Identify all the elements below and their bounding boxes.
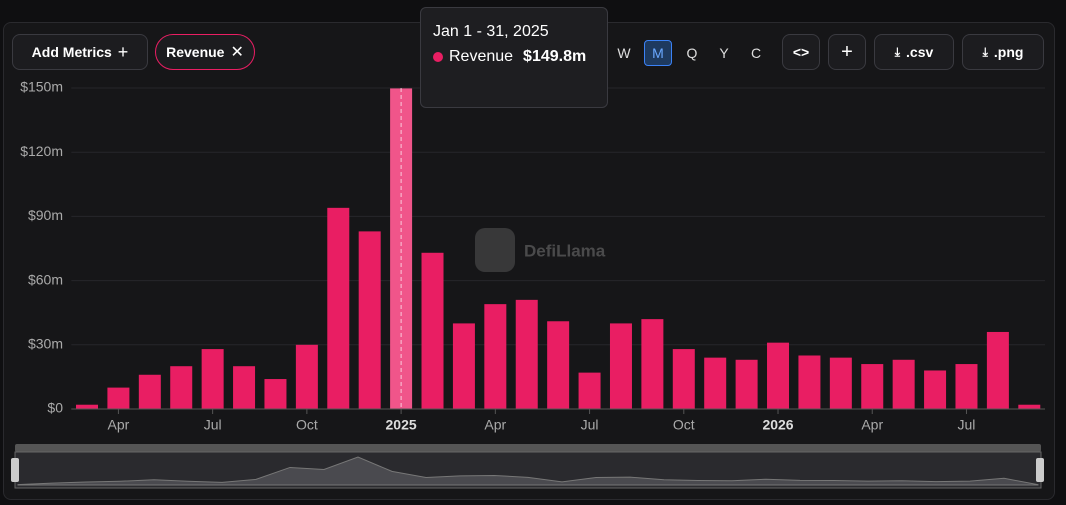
x-tick-label: Apr: [484, 417, 506, 433]
bar: [107, 387, 130, 409]
x-tick-label: Apr: [861, 417, 883, 433]
tooltip: Jan 1 - 31, 2025 Revenue $149.8m: [420, 7, 608, 108]
bar: [1018, 404, 1041, 409]
bar: [327, 207, 350, 409]
period-button[interactable]: M: [644, 40, 672, 66]
download-icon: ⤓: [894, 44, 901, 59]
bar: [735, 359, 758, 409]
csv-button[interactable]: ⤓ .csv: [874, 34, 954, 70]
bar: [484, 304, 507, 409]
period-button[interactable]: Q: [686, 45, 698, 61]
bar: [609, 323, 632, 409]
bar: [798, 355, 821, 409]
navigator-area: [17, 456, 1039, 486]
bar: [264, 379, 287, 409]
x-tick-label: Jul: [581, 417, 599, 433]
navigator-handle[interactable]: [11, 458, 19, 482]
bar: [233, 366, 256, 409]
button-label: Add Metrics: [31, 44, 112, 60]
bar: [704, 357, 727, 409]
x-tick-label: 2026: [762, 417, 793, 433]
add-button[interactable]: +: [828, 34, 866, 70]
bar: [390, 88, 413, 409]
navigator-bar: [15, 444, 1041, 452]
period-button[interactable]: W: [617, 45, 631, 61]
plus-icon: +: [117, 41, 129, 62]
tooltip-value: $149.8m: [523, 48, 587, 65]
bar: [829, 357, 852, 409]
bar: [170, 366, 193, 409]
period-button[interactable]: Y: [719, 45, 729, 61]
x-tick-label: Apr: [108, 417, 130, 433]
bar: [861, 364, 884, 409]
button-label: .png: [993, 44, 1024, 60]
chip-label: Revenue: [166, 44, 225, 60]
bar: [515, 299, 538, 409]
bar: [892, 359, 915, 409]
bar: [986, 331, 1009, 409]
metric-chip[interactable]: Revenue ✕: [155, 34, 255, 70]
y-tick-label: $30m: [28, 336, 63, 352]
x-tick-label: Jul: [204, 417, 222, 433]
png-button[interactable]: ⤓ .png: [962, 34, 1044, 70]
bar: [767, 342, 790, 409]
x-tick-label: Oct: [296, 417, 318, 433]
bar: [641, 319, 664, 409]
bar: [201, 349, 224, 409]
x-tick-label: Oct: [673, 417, 695, 433]
watermark-text: DefiLlama: [524, 241, 606, 260]
y-tick-label: $0: [47, 400, 63, 416]
navigator-handle[interactable]: [1036, 458, 1044, 482]
y-tick-label: $150m: [20, 79, 63, 95]
bar: [358, 231, 381, 409]
x-tick-label: 2025: [386, 417, 417, 433]
bar: [76, 404, 99, 409]
bar: [138, 374, 161, 409]
y-tick-label: $60m: [28, 271, 63, 287]
tooltip-title: Jan 1 - 31, 2025: [433, 23, 549, 40]
tooltip-row: Revenue $149.8m: [433, 48, 586, 66]
bar: [578, 372, 601, 409]
bar: [924, 370, 947, 409]
bar: [547, 321, 570, 409]
close-icon: ✕: [230, 44, 244, 61]
y-tick-label: $120m: [20, 143, 63, 159]
tooltip-series: Revenue: [449, 48, 514, 65]
bar: [421, 252, 444, 409]
period-button[interactable]: C: [750, 45, 762, 61]
bar: [452, 323, 475, 409]
y-tick-label: $90m: [28, 207, 63, 223]
bar: [295, 344, 318, 409]
tooltip-dot: [433, 52, 443, 62]
bar: [955, 364, 978, 409]
watermark-logo: [475, 228, 515, 272]
download-icon: ⤓: [982, 44, 988, 59]
button-label: .csv: [906, 44, 934, 60]
watermark: DefiLlama: [475, 228, 606, 272]
embed-button[interactable]: <>: [782, 34, 820, 70]
add-metrics-button[interactable]: Add Metrics +: [12, 34, 148, 70]
bar: [672, 349, 695, 409]
x-tick-label: Jul: [958, 417, 976, 433]
